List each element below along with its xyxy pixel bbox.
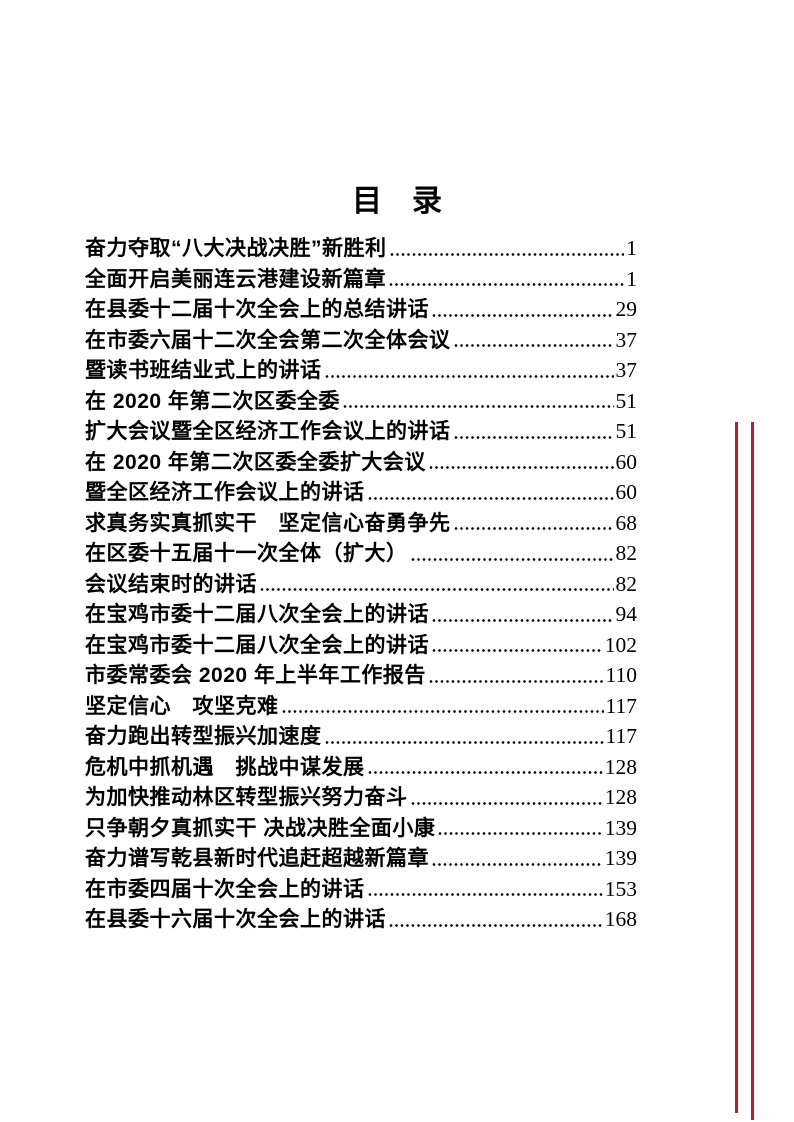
toc-row: 在宝鸡市委十二届八次全会上的讲话 94 [85,599,637,630]
dot-leader [389,921,603,929]
toc-row: 求真务实真抓实干 坚定信心奋勇争先 68 [85,508,637,539]
toc-entry-title: 全面开启美丽连云港建设新篇章 [85,267,386,291]
dot-leader [367,494,614,502]
toc-entry-title: 在 2020 年第二次区委全委扩大会议 [85,450,426,474]
toc-entry-title: 在宝鸡市委十二届八次全会上的讲话 [85,603,429,626]
toc-entry-title: 暨读书班结业式上的讲话 [85,359,322,382]
toc-row: 会议结束时的讲话 82 [85,569,637,600]
toc-page-number: 139 [604,846,637,870]
dot-leader [453,433,614,441]
toc-entry-title: 奋力谱写乾县新时代追赶超越新篇章 [85,847,429,870]
toc-page-number: 128 [604,785,637,809]
toc-entry-title: 市委常委会 2020 年上半年工作报告 [85,664,426,687]
dot-leader [410,555,614,563]
toc-page-number: 68 [615,510,638,535]
toc-row: 只争朝夕真抓实干 决战决胜全面小康 139 [85,813,637,844]
toc-page-number: 94 [615,602,638,626]
dot-leader [367,891,603,898]
dot-leader [428,677,604,685]
toc-entry-title: 奋力夺取“八大决战决胜”新胜利 [85,237,387,260]
dot-leader [389,281,625,288]
dot-leader [324,372,614,380]
dot-leader [281,708,604,715]
dot-leader [432,647,603,654]
toc-entry-title: 在宝鸡市委十二届八次全会上的讲话 [85,633,429,657]
toc-page-number: 60 [615,449,638,474]
toc-entry-title: 为加快推动林区转型振兴努力奋斗 [85,786,408,809]
red-accent-line-left [735,422,738,1113]
toc-page-number: 29 [615,297,638,321]
toc-page-number: 168 [604,907,637,931]
toc-entry-title: 在县委十六届十次全会上的讲话 [85,908,386,931]
toc-row: 在 2020 年第二次区委全委 51 [85,386,637,417]
toc-page-number: 37 [615,327,638,352]
toc-row: 危机中抓机遇 挑战中谋发展 128 [85,752,637,783]
dot-leader [324,738,604,746]
dot-leader [432,860,603,868]
toc-row: 在 2020 年第二次区委全委扩大会议 60 [85,447,637,478]
toc-entry-title: 在县委十二届十次全会上的总结讲话 [85,298,429,321]
toc-entry-title: 奋力跑出转型振兴加速度 [85,725,322,748]
dot-leader [389,250,625,258]
toc-row: 全面开启美丽连云港建设新篇章 1 [85,264,637,295]
dot-leader [410,799,603,807]
toc-entry-title: 在市委四届十次全会上的讲话 [85,877,365,901]
toc-title: 目 录 [352,185,442,218]
toc-page-number: 60 [615,480,638,504]
toc-entry-title: 扩大会议暨全区经济工作会议上的讲话 [85,420,451,443]
dot-leader [432,311,614,319]
toc-row: 暨读书班结业式上的讲话 37 [85,355,637,386]
toc-page-number: 1 [626,236,637,260]
toc-entry-title: 在市委六届十二次全会第二次全体会议 [85,328,451,352]
toc-row: 为加快推动林区转型振兴努力奋斗 128 [85,782,637,813]
toc-row: 奋力夺取“八大决战决胜”新胜利 1 [85,233,637,264]
toc-row: 奋力谱写乾县新时代追赶超越新篇章 139 [85,843,637,874]
toc-row: 暨全区经济工作会议上的讲话 60 [85,477,637,508]
toc-row: 市委常委会 2020 年上半年工作报告 110 [85,660,637,691]
dot-leader [367,769,603,776]
toc-page-number: 51 [615,419,638,443]
toc-row: 在县委十二届十次全会上的总结讲话 29 [85,294,637,325]
toc-row: 在县委十六届十次全会上的讲话 168 [85,904,637,935]
toc-row: 奋力跑出转型振兴加速度 117 [85,721,637,752]
dot-leader [260,586,614,593]
toc-row: 坚定信心 攻坚克难 117 [85,691,637,722]
toc-entry-title: 会议结束时的讲话 [85,572,257,596]
toc-page-number: 153 [604,876,637,901]
toc-page-number: 110 [605,663,637,687]
toc-entry-title: 危机中抓机遇 挑战中谋发展 [85,755,365,779]
dot-leader [428,464,614,471]
toc-page-number: 37 [615,358,638,382]
dot-leader [432,616,614,624]
toc-entry-title: 坚定信心 攻坚克难 [85,694,279,718]
toc-page-number: 1 [626,266,637,291]
toc-entry-title: 只争朝夕真抓实干 决战决胜全面小康 [85,816,436,840]
toc-row: 在区委十五届十一次全体（扩大） 82 [85,538,637,569]
dot-leader [438,830,603,837]
toc-page-number: 102 [604,632,637,657]
toc-page-number: 82 [615,571,638,596]
dot-leader [342,403,614,410]
toc-page-number: 82 [615,541,638,565]
toc-entry-title: 在 2020 年第二次区委全委 [85,389,340,413]
toc-page-number: 51 [615,388,638,413]
toc-row: 在市委六届十二次全会第二次全体会议 37 [85,325,637,356]
dot-leader [453,525,614,532]
toc-list: 奋力夺取“八大决战决胜”新胜利 1 全面开启美丽连云港建设新篇章 1 在县委十二… [85,233,637,935]
red-accent-line-right [751,422,754,1120]
toc-row: 在市委四届十次全会上的讲话 153 [85,874,637,905]
toc-page-number: 139 [604,815,637,840]
toc-page-number: 117 [605,724,637,748]
toc-page-number: 128 [604,754,637,779]
toc-row: 在宝鸡市委十二届八次全会上的讲话 102 [85,630,637,661]
dot-leader [453,342,614,349]
toc-page-number: 117 [605,693,637,718]
toc-row: 扩大会议暨全区经济工作会议上的讲话 51 [85,416,637,447]
toc-entry-title: 求真务实真抓实干 坚定信心奋勇争先 [85,511,451,535]
toc-entry-title: 暨全区经济工作会议上的讲话 [85,481,365,504]
toc-entry-title: 在区委十五届十一次全体（扩大） [85,542,408,565]
